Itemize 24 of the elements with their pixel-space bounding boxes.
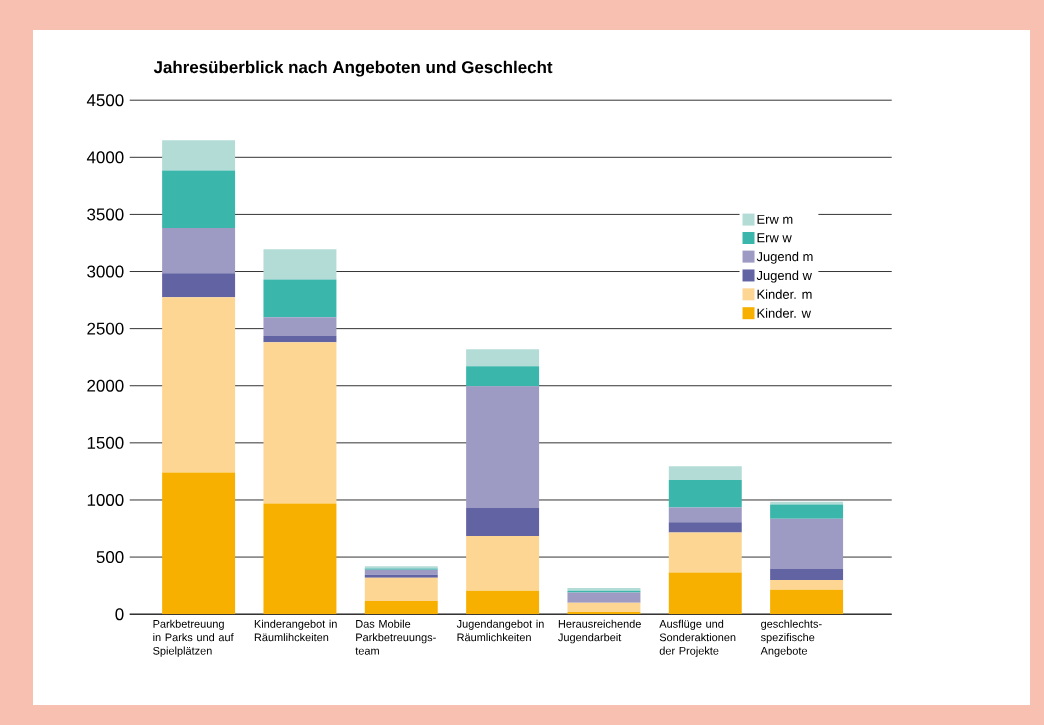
legend-label: Kinder. w <box>757 308 811 318</box>
y-tick-label: 4000 <box>86 151 124 164</box>
y-tick-label: 2500 <box>87 322 124 335</box>
x-tick-label: Das Mobile Parkbetreuungs-team <box>355 619 436 655</box>
y-tick-label: 1000 <box>87 493 124 506</box>
y-tick-label: 3500 <box>87 208 124 221</box>
x-tick-label: Herausreichende Jugendarbeit <box>558 619 641 644</box>
legend-label: Jugend w <box>756 270 812 283</box>
legend-label: Kinder. m <box>757 289 812 299</box>
y-tick-label: 3000 <box>87 265 124 278</box>
legend-label: Erw w <box>757 233 792 243</box>
y-tick-label: 2000 <box>87 379 124 392</box>
x-tick-label: Jugendangebot in Räumlichkeiten <box>456 619 544 642</box>
y-tick-label: 4500 <box>86 94 124 107</box>
y-tick-label: 500 <box>96 551 124 564</box>
y-tick-label: 1500 <box>87 436 124 449</box>
x-tick-label: Ausflüge und Sonderaktionen der Projekte <box>659 619 736 657</box>
legend-label: Erw m <box>757 214 793 224</box>
y-tick-label: 0 <box>115 608 124 621</box>
x-tick-label: geschlechts-spezifische Angebote <box>760 619 822 657</box>
chart-title: Jahresüberblick nach Angeboten und Geschlecht <box>153 60 553 77</box>
legend-label: Jugend m <box>756 251 813 264</box>
x-tick-label: Kinderangebot in Räumlihckeiten <box>254 619 337 642</box>
x-tick-label: Parkbetreuung in Parks und auf Spielplätzen <box>153 619 234 657</box>
